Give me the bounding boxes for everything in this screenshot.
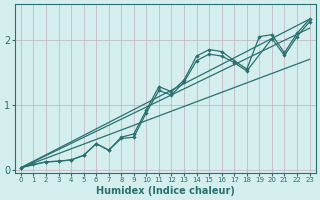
X-axis label: Humidex (Indice chaleur): Humidex (Indice chaleur) [96,186,235,196]
